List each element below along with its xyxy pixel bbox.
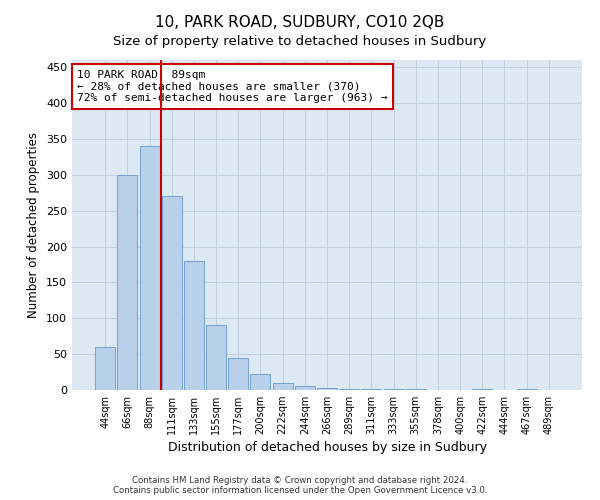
Text: 10, PARK ROAD, SUDBURY, CO10 2QB: 10, PARK ROAD, SUDBURY, CO10 2QB (155, 15, 445, 30)
Bar (361, 388, 382, 390)
Bar (184, 261, 204, 390)
Bar (317, 388, 337, 390)
Bar (272, 383, 293, 390)
Bar (206, 326, 226, 390)
Bar (95, 347, 115, 390)
Bar (228, 358, 248, 390)
Text: 10 PARK ROAD: 89sqm
← 28% of detached houses are smaller (370)
72% of semi-detac: 10 PARK ROAD: 89sqm ← 28% of detached ho… (77, 70, 388, 103)
Bar (162, 196, 182, 390)
X-axis label: Distribution of detached houses by size in Sudbury: Distribution of detached houses by size … (167, 442, 487, 454)
Bar (339, 388, 359, 390)
Bar (295, 386, 315, 390)
Bar (517, 388, 536, 390)
Bar (472, 388, 492, 390)
Text: Contains HM Land Registry data © Crown copyright and database right 2024.
Contai: Contains HM Land Registry data © Crown c… (113, 476, 487, 495)
Y-axis label: Number of detached properties: Number of detached properties (28, 132, 40, 318)
Bar (118, 175, 137, 390)
Bar (383, 388, 404, 390)
Bar (140, 146, 160, 390)
Text: Size of property relative to detached houses in Sudbury: Size of property relative to detached ho… (113, 35, 487, 48)
Bar (250, 374, 271, 390)
Bar (406, 388, 426, 390)
